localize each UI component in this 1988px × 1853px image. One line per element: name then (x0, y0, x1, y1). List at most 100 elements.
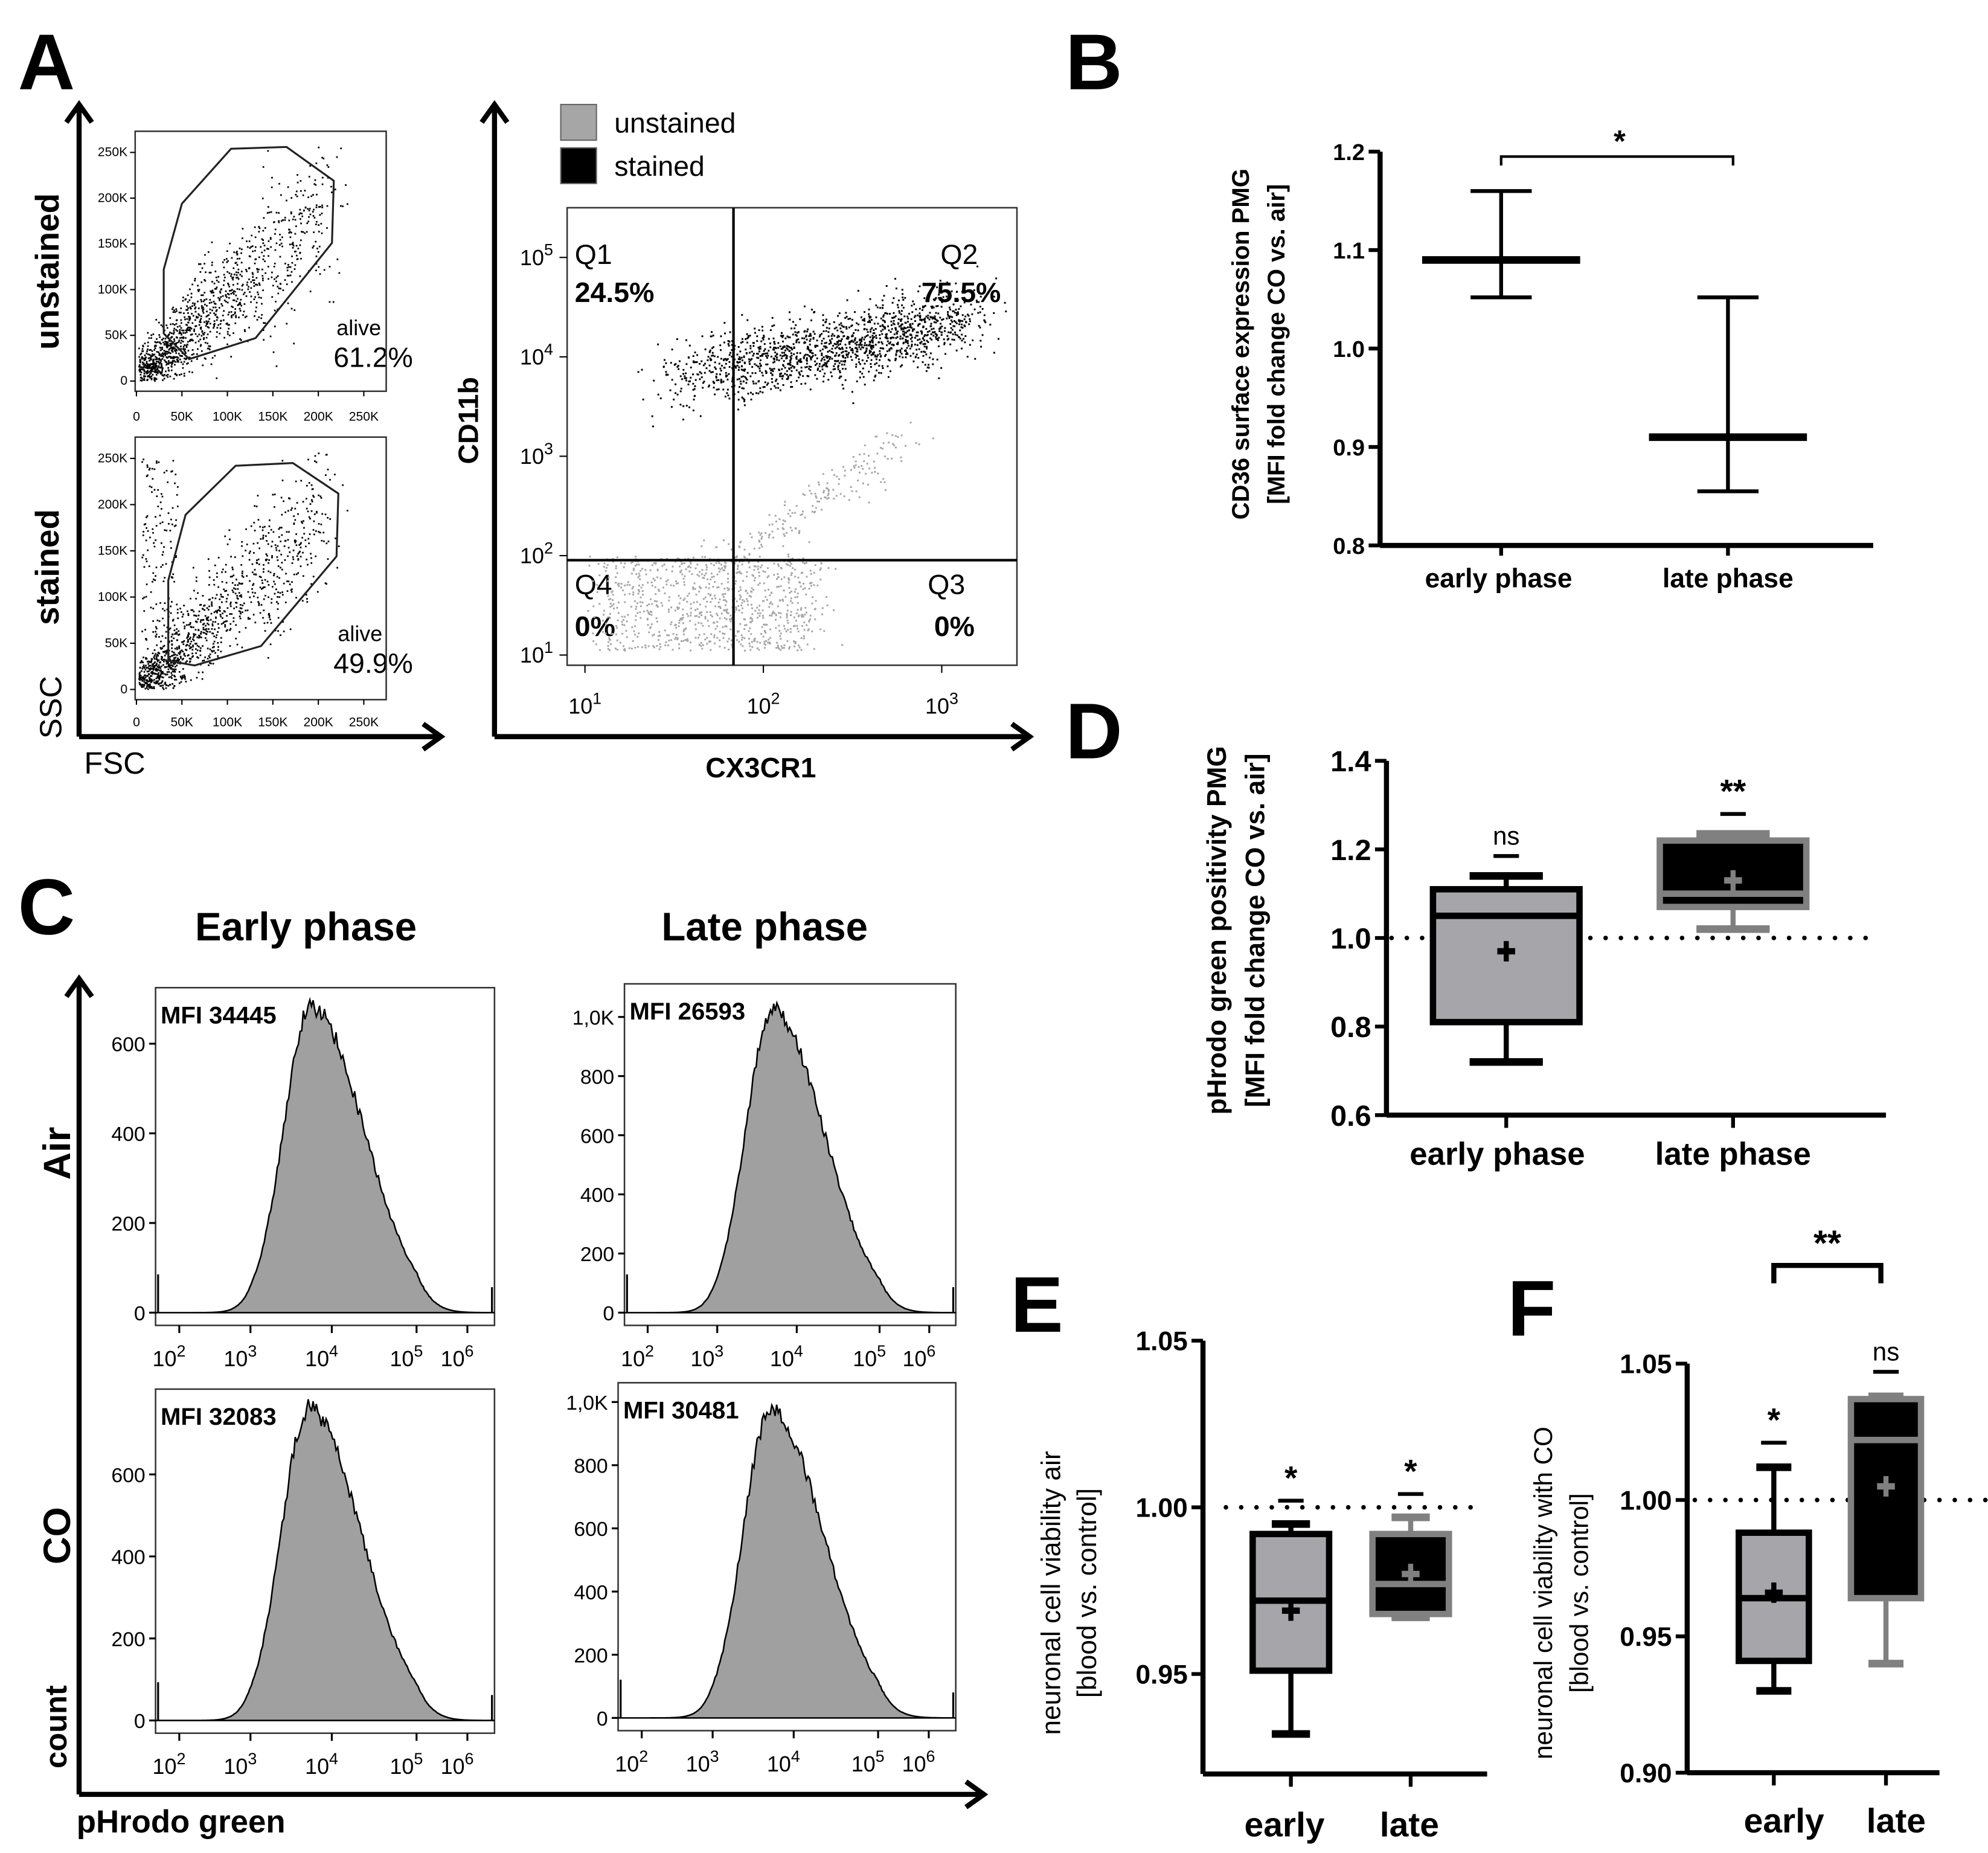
event-dot-unstained (723, 587, 726, 589)
event-dot-unstained (785, 531, 787, 534)
event-dot-unstained (635, 564, 638, 566)
event-dot (263, 249, 266, 251)
event-dot-unstained (651, 564, 653, 567)
event-dot-stained (798, 341, 800, 344)
event-dot (143, 671, 146, 673)
event-dot (204, 278, 205, 281)
event-dot (213, 650, 215, 652)
event-dot-unstained (800, 607, 803, 609)
event-dot (175, 323, 178, 325)
event-dot-stained (751, 350, 753, 353)
event-dot (182, 300, 184, 302)
event-dot (253, 573, 255, 576)
event-dot-stained (751, 366, 754, 368)
event-dot-unstained (710, 593, 712, 596)
event-dot-unstained (663, 564, 665, 566)
event-dot (159, 349, 162, 352)
event-dot-unstained (786, 563, 788, 565)
event-dot (220, 303, 223, 305)
event-dot-unstained (763, 647, 766, 649)
event-dot-unstained (805, 593, 807, 596)
event-dot-stained (796, 361, 798, 364)
event-dot (141, 667, 144, 670)
event-dot-stained (958, 336, 960, 338)
event-dot-unstained (784, 628, 786, 630)
event-dot (158, 354, 161, 356)
event-dot (168, 362, 170, 364)
event-dot (252, 583, 255, 585)
event-dot (149, 467, 151, 469)
event-dot (171, 677, 173, 679)
event-dot-stained (728, 366, 731, 368)
event-dot-unstained (631, 626, 633, 629)
event-dot (288, 531, 290, 533)
x-tick-label: 100K (213, 409, 242, 423)
event-dot (214, 271, 217, 272)
event-dot (277, 565, 280, 567)
event-dot-stained (774, 385, 776, 387)
event-dot (146, 658, 148, 660)
event-dot-stained (704, 371, 706, 374)
event-dot-stained (795, 341, 798, 344)
event-dot (170, 518, 172, 521)
event-dot (287, 302, 289, 304)
event-dot (142, 358, 144, 359)
event-dot-unstained (623, 566, 625, 568)
event-dot (146, 687, 148, 689)
event-dot (153, 666, 155, 668)
event-dot-unstained (769, 601, 772, 603)
b-x-label-early: early phase (1425, 564, 1573, 594)
event-dot (190, 679, 192, 681)
event-dot (145, 664, 147, 667)
event-dot-stained (882, 347, 885, 350)
event-dot-stained (906, 347, 908, 349)
event-dot-stained (812, 336, 815, 339)
event-dot (164, 338, 167, 339)
event-dot-stained (946, 335, 949, 337)
event-dot (303, 210, 305, 212)
event-dot (158, 461, 160, 463)
event-dot (198, 610, 200, 612)
event-dot (211, 605, 213, 607)
event-dot-stained (858, 323, 860, 326)
event-dot (190, 292, 193, 295)
event-dot (277, 559, 279, 561)
event-dot-unstained (724, 565, 726, 567)
event-dot (170, 612, 172, 614)
event-dot (291, 243, 293, 245)
event-dot (154, 368, 156, 370)
event-dot (164, 602, 166, 605)
event-dot-stained (955, 282, 957, 284)
event-dot (302, 551, 304, 554)
event-dot-stained (749, 363, 751, 365)
event-dot (245, 627, 247, 629)
event-dot-unstained (721, 567, 723, 569)
event-dot (218, 307, 220, 309)
event-dot-unstained (826, 487, 829, 490)
event-dot (145, 657, 147, 659)
event-dot (223, 274, 225, 276)
event-dot (171, 347, 173, 350)
event-dot (162, 379, 164, 381)
event-dot (166, 362, 168, 365)
event-dot-stained (711, 371, 714, 373)
event-dot (194, 634, 197, 636)
event-dot-unstained (656, 568, 659, 571)
event-dot (161, 658, 162, 660)
event-dot-unstained (811, 602, 813, 605)
event-dot (236, 258, 239, 260)
event-dot-stained (948, 317, 951, 320)
event-dot-stained (916, 335, 919, 337)
y-tick-label: 102 (520, 539, 553, 568)
event-dot-unstained (712, 586, 714, 588)
event-dot (249, 247, 251, 249)
event-dot (167, 367, 170, 369)
event-dot-unstained (703, 633, 705, 635)
event-dot-unstained (716, 546, 718, 548)
event-dot (232, 568, 234, 571)
event-dot (168, 640, 170, 643)
event-dot-unstained (725, 609, 727, 611)
event-dot (209, 330, 211, 333)
event-dot-unstained (709, 640, 711, 643)
event-dot-stained (669, 389, 672, 391)
